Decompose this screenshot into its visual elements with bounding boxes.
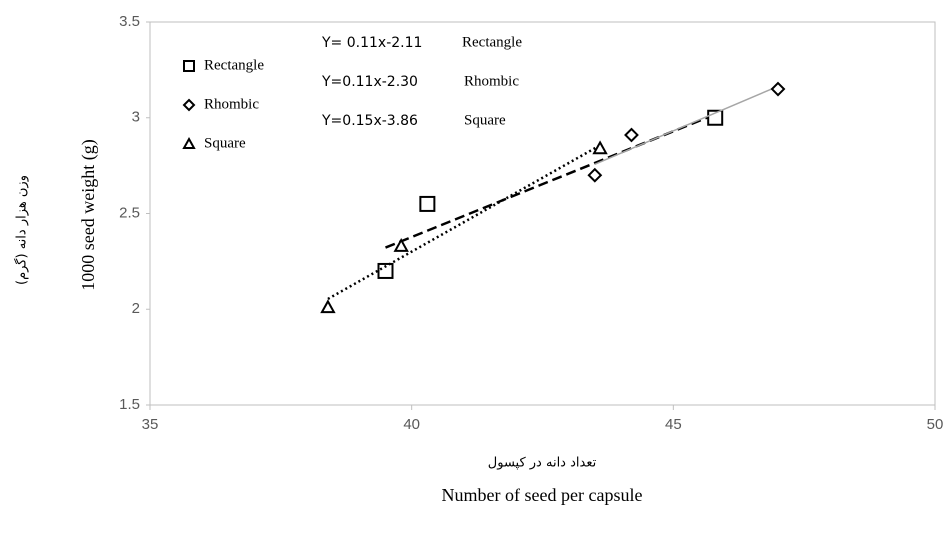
x-tick-label: 50 [927, 416, 944, 433]
point [770, 81, 786, 97]
annotation-equation: Y=0.11x-2.30 [321, 74, 418, 90]
x-tick-label: 45 [665, 416, 682, 433]
y-axis-label-fa: وزن هزار دانه (گرم) [14, 175, 30, 285]
y-tick-label: 3 [132, 109, 140, 126]
y-tick-label: 2.5 [119, 204, 140, 221]
y-tick-label: 2 [132, 300, 140, 317]
legend-marker [182, 136, 196, 149]
point [393, 237, 409, 252]
point [592, 140, 608, 155]
point [624, 127, 639, 143]
annotation-name: Rhombic [464, 73, 519, 89]
point [587, 167, 603, 183]
plot-frame [149, 21, 936, 406]
annotation-name: Rectangle [462, 34, 522, 50]
legend-marker [182, 98, 196, 112]
annotation-equation: Y=0.15x-3.86 [321, 113, 418, 129]
point [320, 299, 336, 314]
trendline [594, 85, 779, 165]
y-axis-label: 1000 seed weight (g) [78, 139, 99, 290]
point [377, 262, 394, 279]
annotation-equation: Y= 0.11x-2.11 [321, 35, 422, 51]
point [419, 195, 436, 212]
x-axis-label-fa: تعداد دانه در کپسول [488, 456, 597, 471]
x-axis-label: Number of seed per capsule [442, 485, 643, 505]
annotation-name: Square [464, 112, 506, 128]
x-tick-label: 40 [403, 416, 420, 433]
legend-label: Rhombic [204, 96, 259, 112]
legend-marker [183, 60, 195, 72]
trendline [327, 144, 601, 301]
y-tick-label: 1.5 [119, 396, 140, 413]
y-tick-label: 3.5 [119, 13, 140, 30]
legend-label: Rectangle [204, 57, 264, 73]
legend-label: Square [204, 135, 246, 151]
x-tick-label: 35 [142, 416, 159, 433]
